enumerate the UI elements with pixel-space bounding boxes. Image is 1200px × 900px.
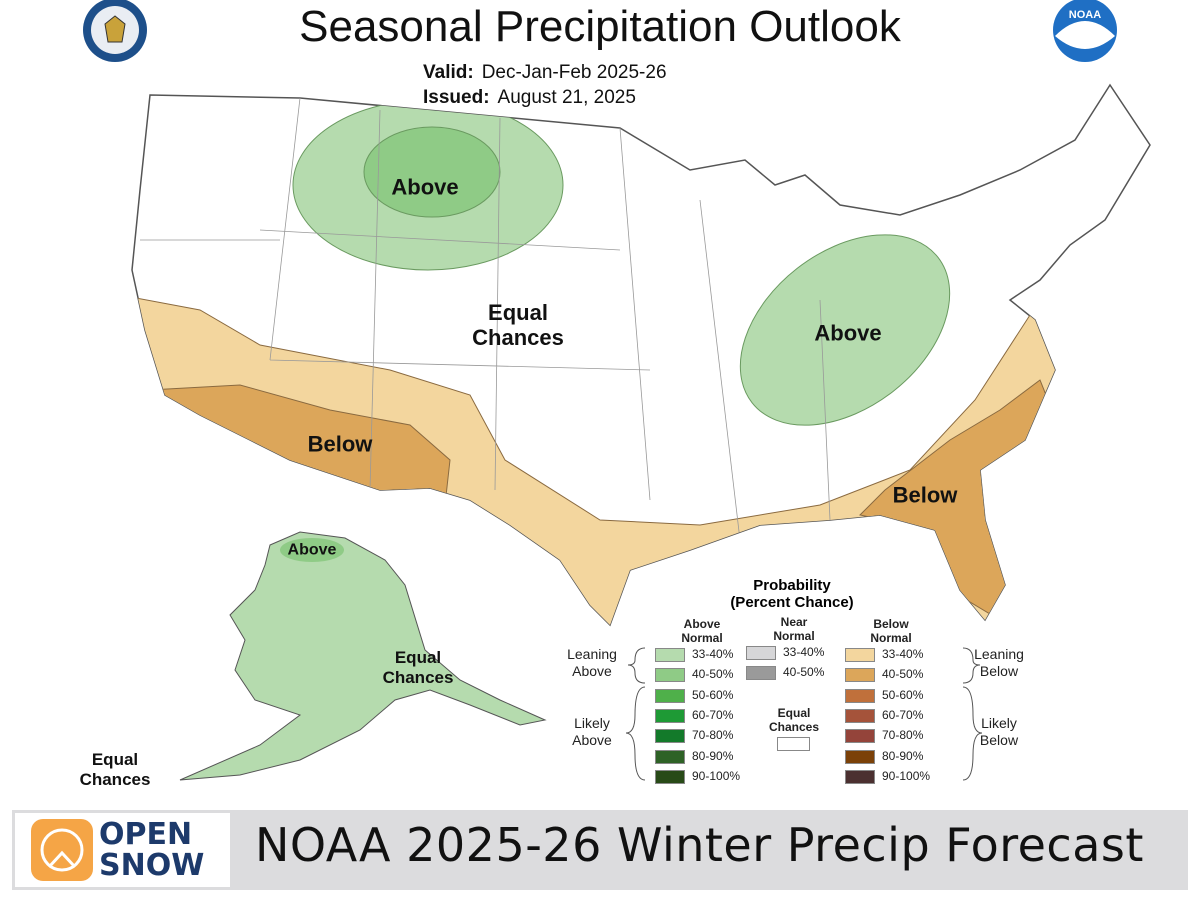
legend-swatch-below-3 [845,708,875,723]
legend-swatch-above-3 [655,708,685,723]
legend-label-above-5: 80-90% [692,748,734,763]
map-title: Seasonal Precipitation Outlook [299,2,901,51]
label-nw-above: Above [391,174,459,200]
legend-swatch-above-2 [655,688,685,703]
legend-label-above-4: 70-80% [692,728,734,743]
label-alaska-above: Above [287,541,337,559]
valid-label: Valid: [423,62,474,83]
state-borders [140,97,831,541]
legend-label-above-6: 90-100% [692,768,741,783]
legend-title: Probability [753,577,831,594]
issued-date: Issued: August 21, 2025 [423,87,636,109]
legend-label-above-3: 60-70% [692,707,734,722]
legend-label-below-0: 33-40% [882,647,924,661]
label-aleutian-equal-chances: Equal Chances [79,750,151,789]
label-alaska-equal-chances: Equal Chances [382,648,454,687]
valid-value: Dec-Jan-Feb 2025-26 [481,62,667,83]
label-ohio-above: Above [814,320,882,346]
legend-swatch-below-0 [845,648,875,662]
legend-likely-above: Likely Above [572,715,612,748]
legend-swatch-above-0 [655,648,685,662]
noaa-logo-text: NOAA [1069,9,1101,21]
alaska-above-40-50 [280,538,344,562]
label-equal-chances: Equal Chances [472,300,564,350]
alaska-outline [179,531,547,781]
legend-leaning-below: Leaning Below [974,646,1024,679]
legend-swatch-below-1 [845,668,875,683]
legend-label-near-0: 33-40% [783,645,825,659]
banner-title: NOAA 2025-26 Winter Precip Forecast [255,818,1144,872]
issued-label: Issued: [423,87,490,108]
commerce-seal-icon [83,0,147,62]
legend-below-header: Below Normal [870,617,912,645]
legend-label-below-4: 70-80% [882,728,924,743]
legend-swatch-below-2 [845,688,875,703]
legend-leaning-above: Leaning Above [567,646,617,679]
logo-line2: SNOW [99,848,205,883]
legend-swatch-above-6 [655,769,685,784]
noaa-logo-icon: NOAA [1053,0,1117,62]
legend-braces [625,647,983,781]
legend-label-below-3: 60-70% [882,707,924,722]
legend-equal-chances: Equal Chances [768,706,820,734]
legend-likely-below: Likely Below [979,715,1019,748]
issued-value: August 21, 2025 [497,87,636,108]
legend-label-above-0: 33-40% [692,647,734,661]
legend-above-header: Above Normal [681,617,723,645]
legend-swatch-above-4 [655,729,685,744]
logo-line1: OPEN [99,817,193,852]
legend-swatch-above-5 [655,749,685,764]
above-40-50-montana [363,126,501,218]
legend-label-near-1: 40-50% [783,665,825,680]
legend-equal-chances-swatch [777,737,810,751]
opensnow-logo-icon [31,819,93,881]
legend-swatch-near-1 [746,666,776,681]
valid-period: Valid: Dec-Jan-Feb 2025-26 [423,62,667,84]
legend-swatch-below-6 [845,769,875,784]
label-sw-below: Below [307,431,373,457]
legend-swatch-below-4 [845,729,875,744]
legend-swatch-near-0 [746,646,776,660]
legend-swatch-below-5 [845,749,875,764]
legend-near-header: Near Normal [773,615,815,643]
opensnow-logo: OPEN SNOW [15,813,230,887]
legend-swatch-above-1 [655,668,685,683]
legend-label-above-1: 40-50% [692,667,734,682]
above-33-40-ohio-valley [739,234,951,426]
legend-label-above-2: 50-60% [692,687,734,702]
legend-label-below-1: 40-50% [882,667,924,682]
precipitation-map [131,84,1151,781]
label-se-below: Below [892,482,958,508]
legend-label-below-6: 90-100% [882,768,931,783]
legend-label-below-5: 80-90% [882,748,924,763]
legend-label-below-2: 50-60% [882,687,924,702]
legend-subtitle: (Percent Chance) [730,594,854,611]
